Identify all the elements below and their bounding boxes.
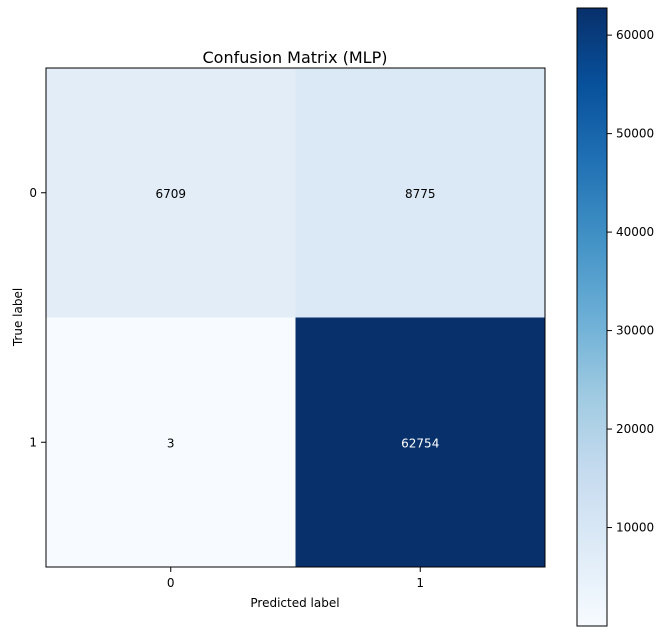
colorbar	[576, 7, 608, 627]
x-axis-label: Predicted label	[250, 596, 339, 610]
colorbar-ticks: 10000 20000 30000 40000 50000 60000	[607, 28, 654, 535]
cell-label-0-0: 6709	[155, 187, 186, 201]
colorbar-tick-label-0: 10000	[616, 521, 654, 535]
colorbar-tick-label-2: 30000	[616, 324, 654, 338]
heatmap-cell-1-0	[46, 317, 296, 567]
chart-title: Confusion Matrix (MLP)	[203, 48, 388, 67]
colorbar-tick-label-3: 40000	[616, 225, 654, 239]
heatmap-cell-labels: 6709 8775 3 62754	[155, 187, 439, 451]
cell-label-0-1: 8775	[405, 187, 436, 201]
cell-label-1-1: 62754	[401, 436, 439, 450]
x-tick-label-0: 0	[167, 576, 175, 590]
y-axis-ticks: 01	[29, 186, 46, 449]
heatmap-cells	[46, 68, 545, 567]
colorbar-tick-label-5: 60000	[616, 28, 654, 42]
heatmap-cell-0-0	[46, 68, 296, 318]
plot-frame	[45, 67, 546, 568]
y-tick-label-1: 1	[29, 435, 37, 449]
heatmap-cell-1-1	[295, 317, 545, 567]
x-tick-label-1: 1	[416, 576, 424, 590]
y-axis-label: True label	[11, 288, 25, 347]
colorbar-tick-label-4: 50000	[616, 127, 654, 141]
heatmap-cell-0-1	[295, 68, 545, 318]
y-tick-label-0: 0	[29, 186, 37, 200]
cell-label-1-0: 3	[167, 436, 175, 450]
colorbar-tick-label-1: 20000	[616, 422, 654, 436]
